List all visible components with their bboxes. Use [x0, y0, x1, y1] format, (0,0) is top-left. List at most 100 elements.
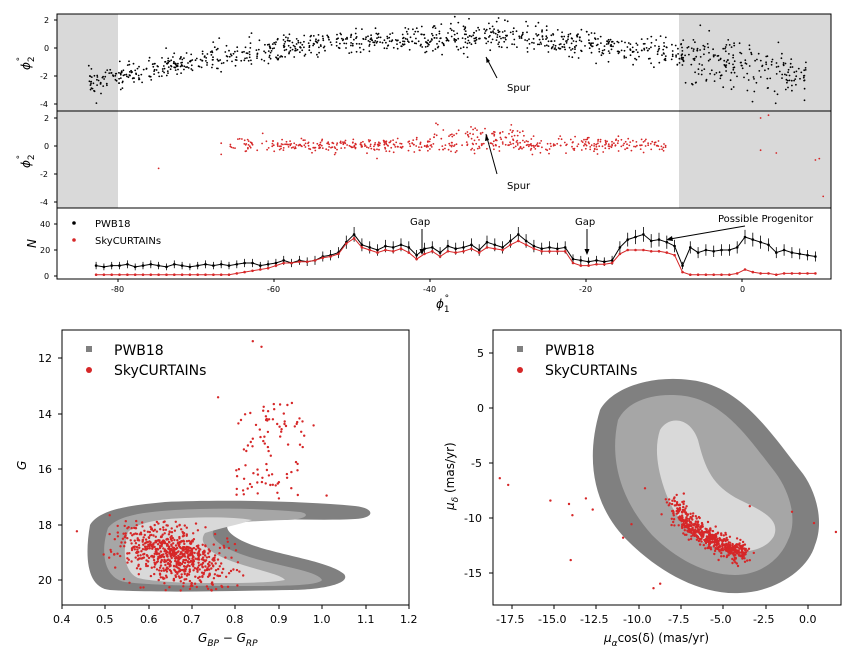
top-star-point [216, 58, 219, 61]
top-star-point [730, 46, 733, 48]
cmd-star-point [205, 556, 209, 559]
top-star-point [96, 84, 98, 86]
mid-star-point [423, 145, 426, 148]
counts-point-pwb18 [188, 265, 192, 269]
legend-marker-skycurtains [72, 238, 76, 242]
cmd-star-point [256, 468, 259, 471]
top-star-point [795, 70, 798, 73]
top-star-point [656, 50, 659, 53]
top-star-point [173, 60, 175, 63]
mid-star-point [519, 131, 521, 134]
top-star-point [537, 21, 540, 24]
top-star-point [534, 25, 537, 28]
top-star-point [694, 41, 696, 44]
top-star-point [453, 15, 456, 18]
counts-point-skycurtains [157, 273, 160, 277]
top-star-point [738, 42, 741, 45]
top-star-point [375, 32, 378, 35]
cmd-star-point [232, 568, 235, 571]
top-star-point [183, 65, 186, 68]
cmd-star-point [141, 556, 144, 560]
cmd-star-point [174, 574, 177, 577]
top-star-point [747, 79, 750, 81]
top-star-point [464, 41, 467, 44]
cmd-star-point [182, 534, 186, 537]
top-star-point [687, 46, 690, 48]
top-star-point [168, 60, 171, 63]
counts-point-skycurtains [431, 250, 434, 253]
pm-star-point [678, 506, 682, 510]
mid-star-point [280, 147, 282, 150]
mid-star-point [294, 146, 297, 148]
top-star-point [120, 71, 123, 74]
cmd-star-point [191, 560, 194, 563]
mid-star-point [284, 143, 286, 146]
counts-point-pwb18 [728, 248, 731, 252]
mid-star-point [814, 159, 817, 161]
top-star-point [264, 51, 267, 54]
cmd-star-point [185, 526, 188, 529]
mid-star-point [411, 142, 414, 145]
top-star-point [346, 38, 349, 40]
cmd-star-point [226, 537, 229, 540]
pm-star-point [721, 539, 724, 542]
cmd-star-point [160, 560, 163, 563]
top-star-point [256, 53, 259, 55]
cmd-star-point [162, 520, 165, 524]
top-star-point [87, 64, 90, 67]
top-star-point [775, 62, 778, 64]
cmd-star-point [256, 492, 259, 495]
top-star-point [133, 81, 135, 83]
cmd-star-point [170, 543, 173, 546]
mid-star-point [541, 146, 543, 149]
top-star-point [724, 50, 727, 53]
top-star-point [547, 45, 550, 47]
counts-point-skycurtains [149, 273, 153, 277]
top-star-point [488, 36, 490, 38]
counts-point-pwb18 [524, 239, 528, 243]
mid-star-point [246, 138, 249, 141]
top-star-point [786, 81, 788, 84]
pm-star-point [699, 526, 702, 529]
mid-star-point [549, 142, 552, 145]
mid-star-point [822, 195, 825, 198]
mid-ytick-label: 0 [44, 142, 49, 151]
cmd-star-point [210, 562, 213, 565]
top-star-point [369, 40, 371, 43]
cmd-star-point [170, 539, 173, 542]
pm-star-point [675, 493, 678, 497]
top-star-point [740, 61, 742, 64]
cmd-star-point [161, 576, 164, 579]
mid-star-point [420, 146, 423, 149]
cmd-star-point [264, 415, 268, 418]
mid-shade-right [679, 111, 831, 208]
cmd-star-point [182, 558, 185, 562]
mid-star-point [243, 143, 246, 145]
cmd-star-point [201, 556, 205, 559]
mid-star-point [316, 142, 319, 145]
mid-star-point [401, 145, 404, 148]
top-star-point [535, 33, 537, 35]
top-star-point [468, 17, 470, 20]
pm-star-point [687, 528, 690, 532]
cmd-star-point [122, 577, 126, 581]
top-star-point [712, 55, 715, 58]
pm-star-point [747, 547, 751, 550]
top-star-point [661, 54, 663, 56]
cmd-star-point [237, 422, 240, 425]
top-star-point [541, 35, 544, 37]
cmd-star-point [216, 558, 220, 561]
top-star-point [732, 54, 735, 57]
cmd-star-point [173, 529, 177, 532]
counts-point-pwb18 [571, 257, 575, 261]
cmd-star-point [222, 544, 225, 547]
pm-star-point [686, 517, 689, 520]
top-star-point [724, 46, 727, 48]
counts-point-skycurtains [141, 273, 145, 277]
top-star-point [435, 37, 438, 39]
top-star-point [681, 58, 684, 61]
cmd-star-point [165, 554, 168, 557]
mid-star-point [660, 145, 663, 148]
counts-point-skycurtains [243, 270, 246, 274]
cmd-star-point [243, 413, 247, 416]
